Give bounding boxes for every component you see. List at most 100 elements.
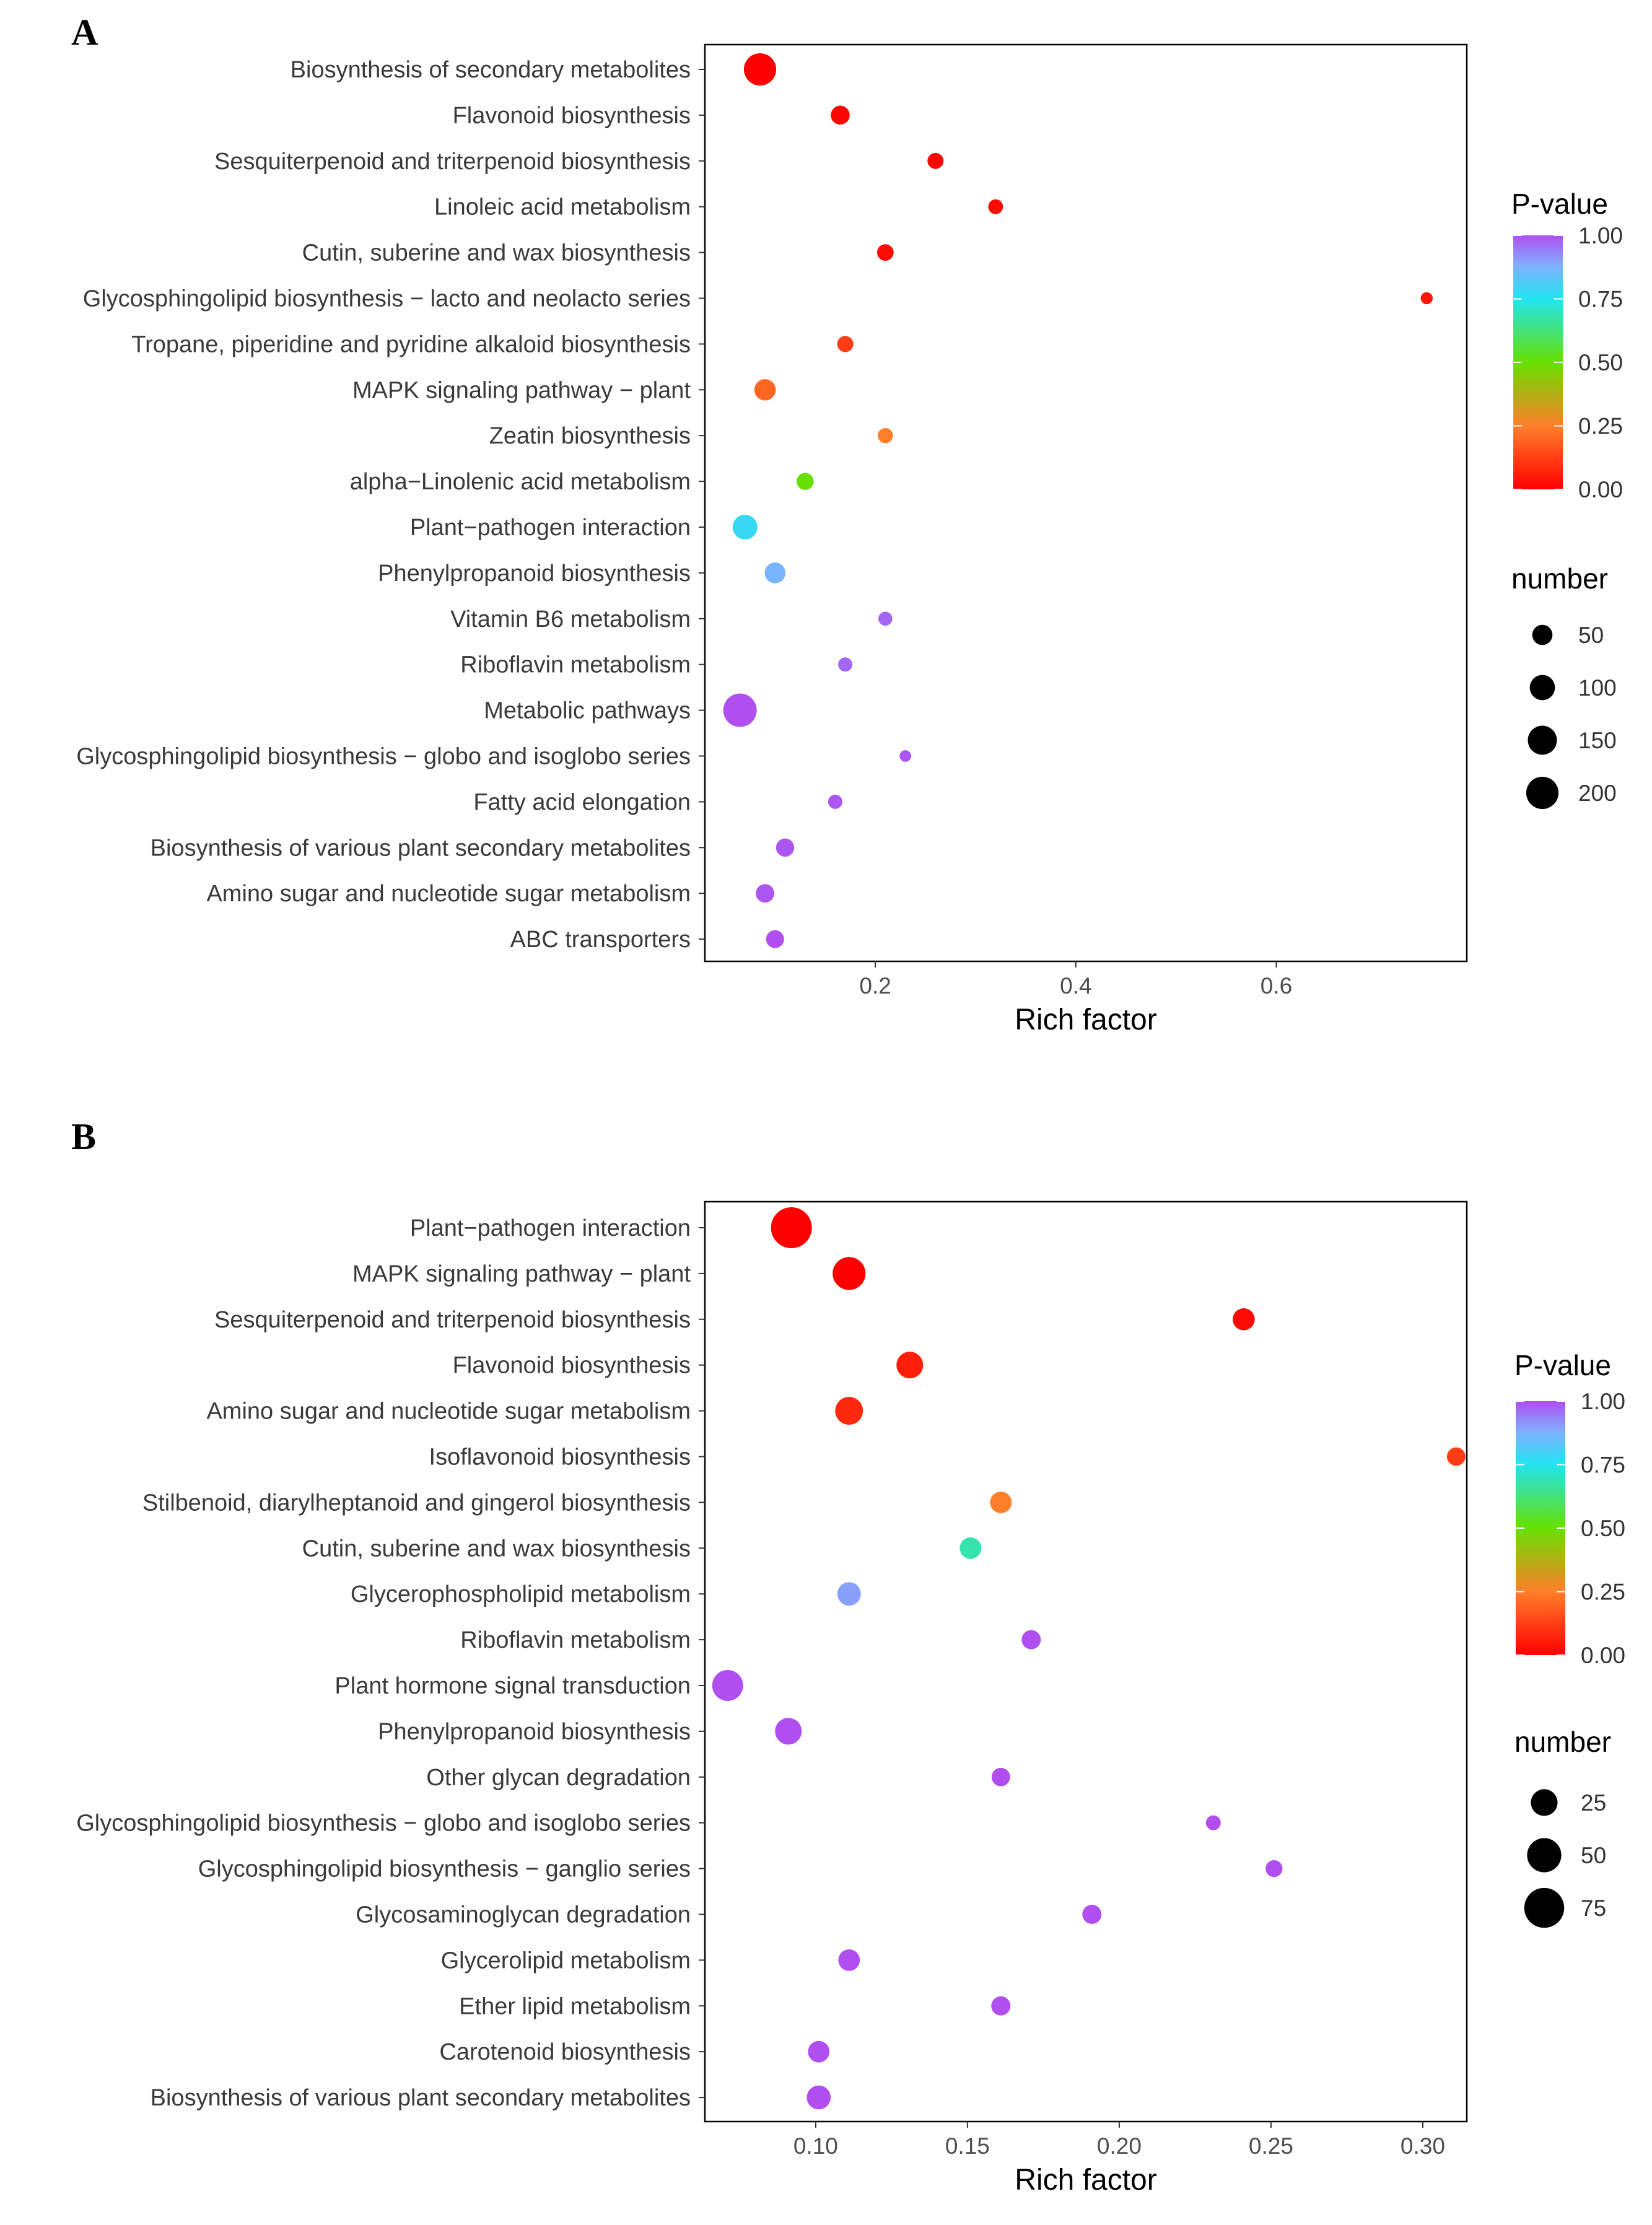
- panel-a-colorbar-label: 1.00: [1578, 223, 1623, 248]
- panel-b-category-label: Cutin, suberine and wax biosynthesis: [302, 1536, 691, 1562]
- panel-a-point: [756, 884, 775, 903]
- panel-b-point: [1021, 1630, 1041, 1650]
- panel-b-point: [1233, 1308, 1255, 1331]
- panel-b-x-tick-label: 0.15: [945, 2133, 990, 2159]
- panel-b-plot-frame: [704, 1200, 1468, 2123]
- panel-a-point: [764, 562, 786, 584]
- panel-a-x-tick-label: 0.2: [859, 973, 891, 999]
- panel-a-size-legend-label: 50: [1578, 623, 1604, 648]
- panel-a-point: [831, 105, 850, 125]
- panel-a-category-label: Biosynthesis of secondary metabolites: [291, 57, 691, 83]
- panel-a-point: [797, 473, 814, 490]
- panel-b-point: [833, 1257, 866, 1290]
- panel-a-size-legend-dot: [1526, 776, 1559, 810]
- panel-a-category-label: Zeatin biosynthesis: [489, 423, 691, 449]
- panel-a-category-label: Fatty acid elongation: [473, 789, 691, 815]
- panel-a-x-tick-label: 0.6: [1261, 973, 1292, 999]
- panel-a-category-label: Amino sugar and nucleotide sugar metabol…: [206, 881, 691, 907]
- panel-a-category-label: Sesquiterpenoid and triterpenoid biosynt…: [214, 149, 691, 175]
- panel-b-x-tick-label: 0.20: [1097, 2133, 1142, 2159]
- panel-b-colorbar-label: 0.00: [1581, 1643, 1625, 1668]
- panel-b-category-label: Ether lipid metabolism: [459, 1993, 691, 2019]
- panel-b-pvalue-legend-title: P-value: [1514, 1349, 1611, 1381]
- panel-b-point: [991, 1996, 1011, 2016]
- panel-b-category-label: Biosynthesis of various plant secondary …: [151, 2085, 691, 2111]
- panel-b-category-label: Riboflavin metabolism: [460, 1627, 691, 1653]
- panel-b-category-label: Carotenoid biosynthesis: [439, 2039, 691, 2065]
- panel-b-category-label: Flavonoid biosynthesis: [453, 1353, 691, 1379]
- panel-b-x-tick-label: 0.30: [1401, 2133, 1445, 2159]
- panel-b-point: [771, 1207, 812, 1248]
- panel-a-point: [927, 152, 944, 169]
- panel-b-size-legend-label: 50: [1581, 1843, 1606, 1868]
- panel-a-category-label: Glycosphingolipid biosynthesis − lacto a…: [83, 286, 691, 312]
- panel-b-category-label: Glycosphingolipid biosynthesis − ganglio…: [198, 1856, 691, 1882]
- panel-a-category-label: Linoleic acid metabolism: [434, 195, 691, 221]
- panel-a-point: [743, 53, 777, 86]
- panel-b-category-label: Plant−pathogen interaction: [410, 1215, 691, 1241]
- panel-a-category-label: ABC transporters: [510, 927, 691, 953]
- panel-a-point: [723, 693, 757, 727]
- panel-a-category-label: Vitamin B6 metabolism: [450, 606, 691, 632]
- panel-b-point: [806, 2085, 831, 2110]
- panel-b-point: [808, 2040, 830, 2063]
- panel-b-point: [896, 1352, 924, 1379]
- panel-a-point: [878, 427, 893, 444]
- panel-a-point: [876, 244, 894, 261]
- panel-b-size-legend-dot: [1527, 1838, 1562, 1873]
- panel-b-colorbar-label: 1.00: [1581, 1389, 1625, 1414]
- panel-a-size-legend-label: 150: [1578, 728, 1617, 753]
- panel-b-number-legend-title: number: [1514, 1726, 1611, 1758]
- panel-b-category-label: MAPK signaling pathway − plant: [352, 1261, 691, 1287]
- panel-b-point: [1082, 1905, 1102, 1924]
- panel-b-point: [835, 1397, 863, 1425]
- panel-a-size-legend-label: 200: [1578, 780, 1617, 806]
- panel-b-point: [712, 1670, 743, 1701]
- panel-b-label: B: [71, 1116, 96, 1157]
- panel-a-category-label: Phenylpropanoid biosynthesis: [378, 561, 691, 587]
- panel-b-size-legend-label: 25: [1581, 1790, 1606, 1816]
- panel-a-plot: Biosynthesis of secondary metabolites Fla…: [76, 43, 1623, 1036]
- panel-a-colorbar-label: 0.75: [1578, 287, 1623, 312]
- panel-b-size-legend-dot: [1531, 1789, 1558, 1816]
- panel-b-category-label: Other glycan degradation: [426, 1765, 691, 1791]
- panel-b-colorbar-label: 0.75: [1581, 1453, 1625, 1478]
- panel-a-category-label: Tropane, piperidine and pyridine alkaloi…: [131, 331, 691, 357]
- panel-b-category-label: Glycosaminoglycan degradation: [356, 1902, 691, 1928]
- panel-a-size-legend-dot: [1529, 675, 1555, 701]
- panel-a-point: [776, 838, 795, 857]
- panel-b-category-label: Plant hormone signal transduction: [334, 1673, 691, 1699]
- panel-b-point: [837, 1582, 861, 1606]
- panel-b-point: [1265, 1860, 1283, 1877]
- panel-a-plot-frame: [704, 43, 1468, 963]
- panel-b-category-label: Amino sugar and nucleotide sugar metabol…: [206, 1399, 691, 1425]
- panel-a-size-legend-dot: [1527, 725, 1557, 755]
- panel-b-category-label: Glycerolipid metabolism: [441, 1947, 691, 1974]
- panel-b-point: [1446, 1447, 1466, 1466]
- panel-a-category-label: MAPK signaling pathway − plant: [352, 377, 691, 403]
- panel-a-point: [754, 379, 776, 401]
- panel-b-colorbar-label: 0.50: [1581, 1516, 1625, 1541]
- panel-a-point: [1420, 292, 1433, 305]
- panel-a-category-label: Biosynthesis of various plant secondary …: [151, 835, 691, 861]
- panel-a-point: [828, 794, 842, 809]
- panel-a-point: [988, 199, 1003, 214]
- panel-b-x-axis-title: Rich factor: [1015, 2164, 1156, 2197]
- panel-a-number-legend-title: number: [1511, 562, 1608, 595]
- panel-b-point: [775, 1718, 802, 1745]
- panel-a-point: [732, 514, 758, 540]
- panel-b-category-label: Isoflavonoid biosynthesis: [429, 1445, 691, 1471]
- panel-b-point: [838, 1949, 860, 1971]
- panel-b-colorbar-label: 0.25: [1581, 1580, 1625, 1605]
- panel-b-point: [959, 1537, 982, 1559]
- panel-a-colorbar-label: 0.25: [1578, 414, 1623, 439]
- panel-b-category-label: Phenylpropanoid biosynthesis: [378, 1719, 691, 1745]
- panel-b-x-tick-label: 0.10: [793, 2133, 838, 2159]
- panel-a-point: [766, 930, 784, 948]
- panel-a-category-label: Flavonoid biosynthesis: [453, 103, 691, 129]
- panel-a-category-label: Glycosphingolipid biosynthesis − globo a…: [76, 744, 691, 770]
- panel-b-category-label: Glycosphingolipid biosynthesis − globo a…: [76, 1811, 691, 1837]
- panel-b-category-label: Glycerophospholipid metabolism: [351, 1581, 691, 1607]
